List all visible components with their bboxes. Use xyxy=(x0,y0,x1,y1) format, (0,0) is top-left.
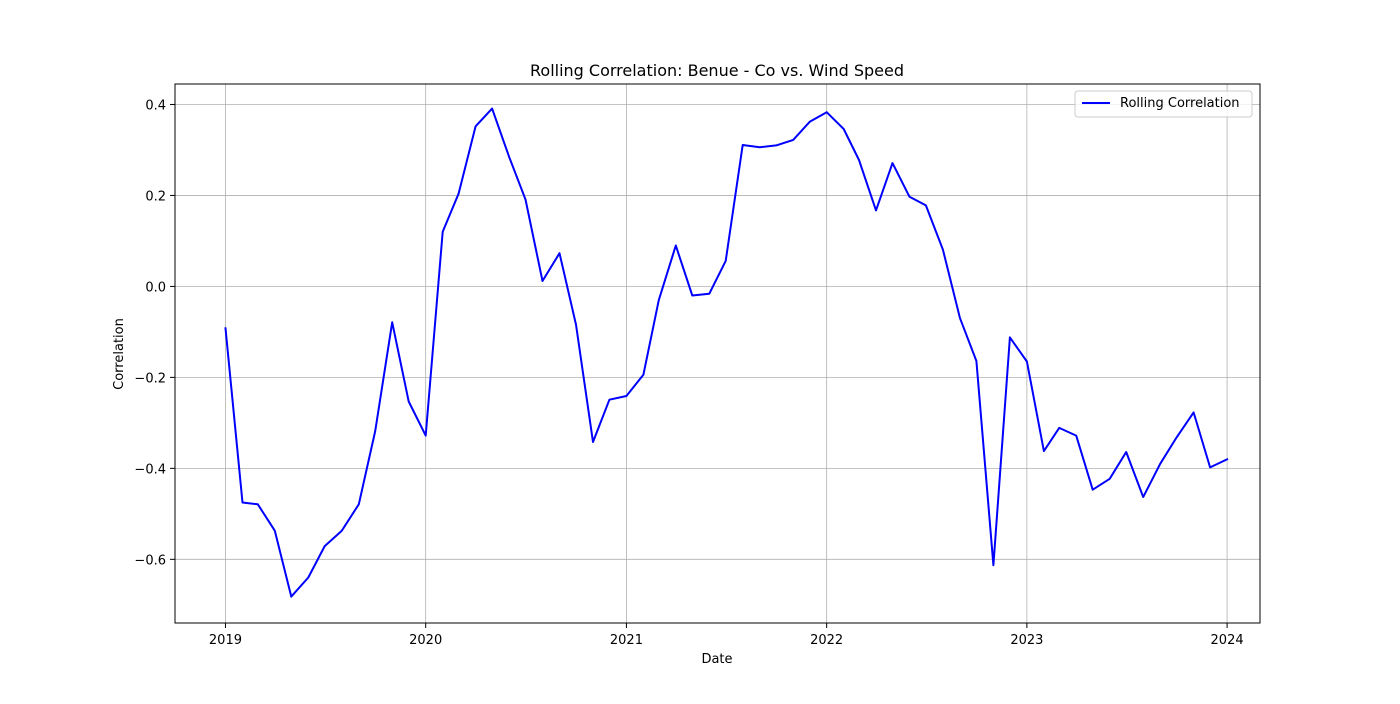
legend-box xyxy=(1074,90,1253,118)
y-tick-label: −0.2 xyxy=(134,371,166,386)
y-tick-label: 0.2 xyxy=(145,189,166,204)
y-tick-label: −0.6 xyxy=(134,553,166,568)
legend: Rolling Correlation xyxy=(1074,90,1253,118)
y-tick-label: −0.4 xyxy=(134,462,166,477)
chart-title: Rolling Correlation: Benue - Co vs. Wind… xyxy=(530,61,904,80)
series-layer xyxy=(224,107,1229,598)
legend-label: Rolling Correlation xyxy=(1120,96,1240,111)
y-axis-label: Correlation xyxy=(112,318,127,390)
series-line xyxy=(224,107,1229,598)
x-axis-ticks: 2019 2020 2021 2022 2023 2024 xyxy=(209,623,1244,648)
y-tick-label: 0.4 xyxy=(145,98,166,113)
x-tick-label: 2021 xyxy=(610,633,643,648)
grid-lines xyxy=(175,84,1260,623)
plot-area-frame xyxy=(174,83,1261,624)
x-axis-label: Date xyxy=(701,652,732,667)
x-tick-label: 2020 xyxy=(409,633,442,648)
x-tick-label: 2022 xyxy=(810,633,843,648)
x-tick-label: 2024 xyxy=(1211,633,1244,648)
y-axis-ticks: −0.6 −0.4 −0.2 0.0 0.2 0.4 xyxy=(134,98,175,568)
x-tick-label: 2023 xyxy=(1010,633,1043,648)
y-tick-label: 0.0 xyxy=(145,280,166,295)
x-tick-label: 2019 xyxy=(209,633,242,648)
